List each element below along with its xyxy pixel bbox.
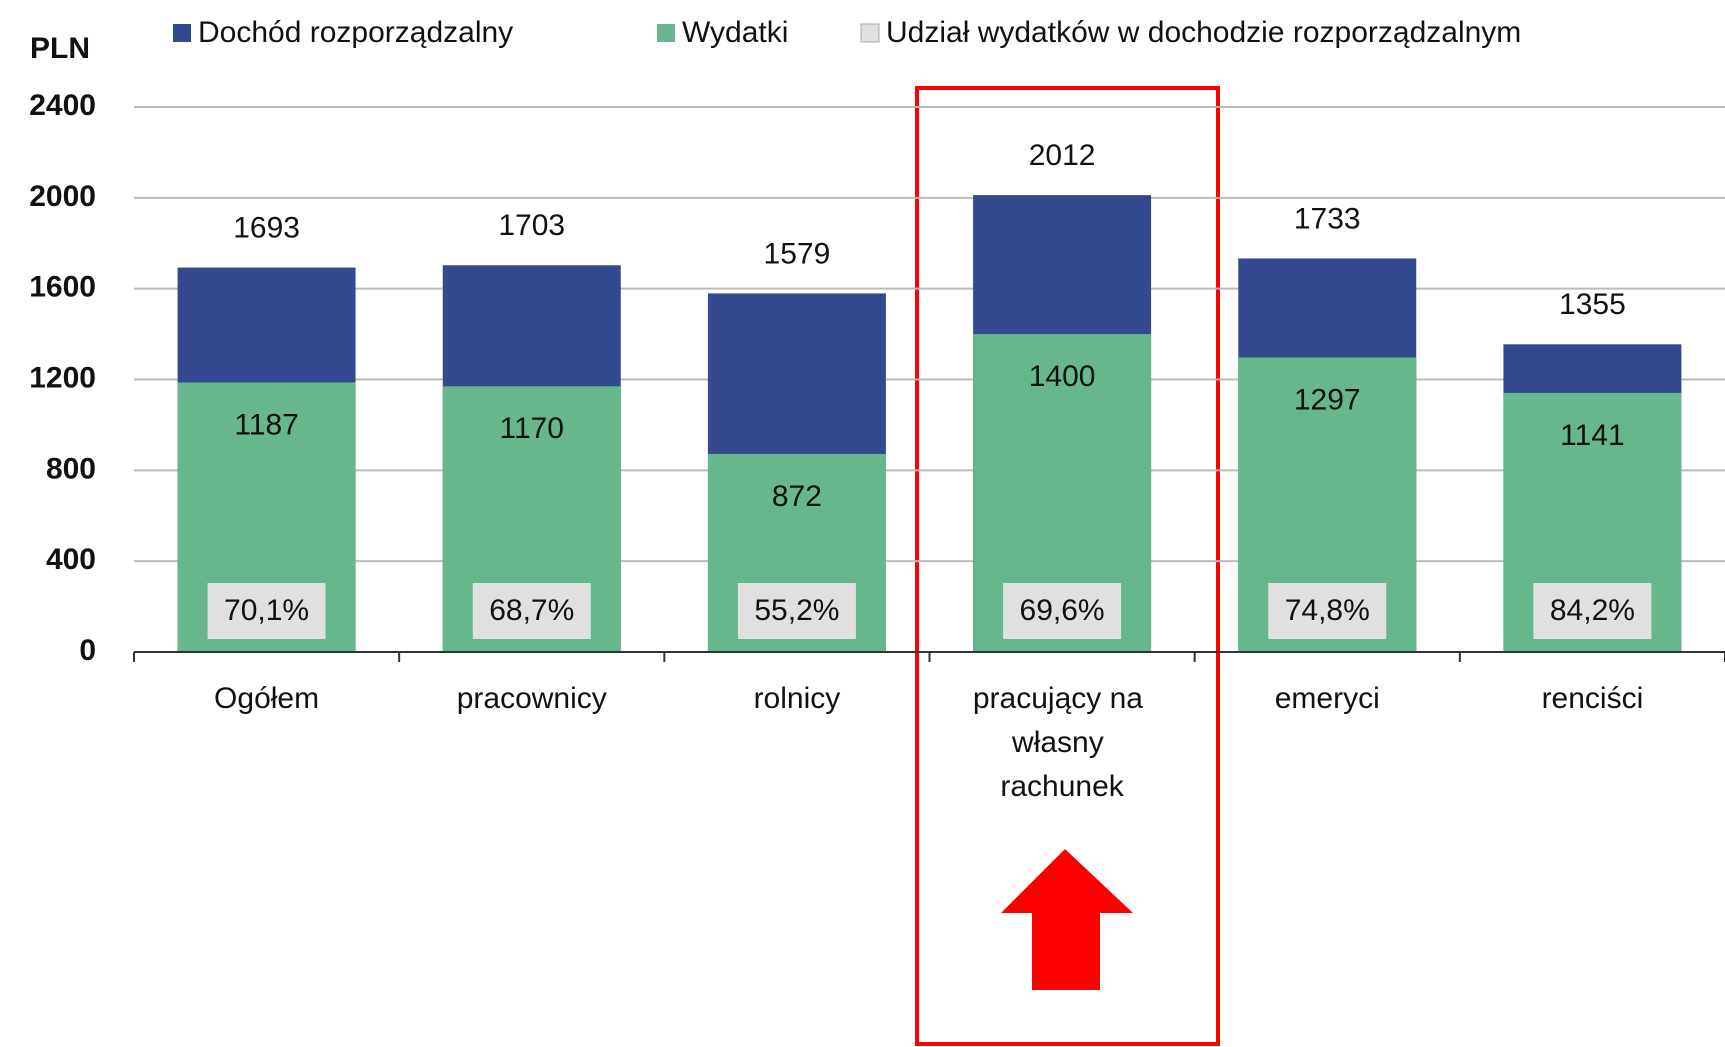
- share-box: [1268, 583, 1387, 639]
- data-label: 1579: [764, 237, 831, 270]
- data-label: 1693: [233, 211, 300, 244]
- share-box: [1003, 583, 1122, 639]
- x-tick-label: pracujący na własny rachunek: [973, 682, 1151, 803]
- y-tick-label: 400: [46, 543, 96, 576]
- data-label: 1170: [499, 412, 564, 445]
- y-tick-label: 1600: [29, 271, 96, 304]
- x-tick-label: emeryci: [1275, 682, 1380, 715]
- share-box: [1533, 583, 1652, 639]
- share-label: 74,8%: [1285, 594, 1370, 627]
- data-label: 1703: [498, 209, 565, 242]
- legend-swatch: [173, 24, 191, 42]
- data-label: 1187: [234, 408, 299, 441]
- data-label: 1733: [1294, 202, 1361, 235]
- x-tick-label: rolnicy: [754, 682, 841, 715]
- legend-swatch: [860, 23, 880, 43]
- share-label: 55,2%: [754, 594, 839, 627]
- legend-swatch: [657, 24, 675, 42]
- share-box: [472, 583, 591, 639]
- data-label: 1355: [1559, 288, 1626, 321]
- data-label: 872: [772, 480, 822, 513]
- y-tick-label: 800: [46, 452, 96, 485]
- x-tick-label: renciści: [1542, 682, 1644, 715]
- share-label: 69,6%: [1020, 594, 1105, 627]
- y-axis-label: PLN: [30, 32, 90, 65]
- share-label: 84,2%: [1550, 594, 1635, 627]
- legend-label: Udział wydatków w dochodzie rozporządzal…: [886, 16, 1521, 49]
- y-tick-label: 0: [79, 634, 96, 667]
- legend-label: Dochód rozporządzalny: [198, 16, 513, 49]
- data-label: 1400: [1029, 360, 1096, 393]
- highlight-arrow: [1001, 849, 1133, 990]
- x-tick-label: Ogółem: [214, 682, 319, 715]
- share-label: 68,7%: [489, 594, 574, 627]
- y-tick-label: 1200: [29, 361, 96, 394]
- x-tick-label: pracownicy: [457, 682, 607, 715]
- y-tick-label: 2400: [29, 89, 96, 122]
- share-label: 70,1%: [224, 594, 309, 627]
- data-label: 1141: [1560, 419, 1625, 452]
- share-box: [737, 583, 856, 639]
- y-tick-label: 2000: [29, 180, 96, 213]
- data-label: 2012: [1029, 139, 1096, 172]
- share-box: [207, 583, 326, 639]
- data-label: 1297: [1294, 383, 1361, 416]
- highlight-box: [915, 86, 1220, 1046]
- legend-label: Wydatki: [682, 16, 788, 49]
